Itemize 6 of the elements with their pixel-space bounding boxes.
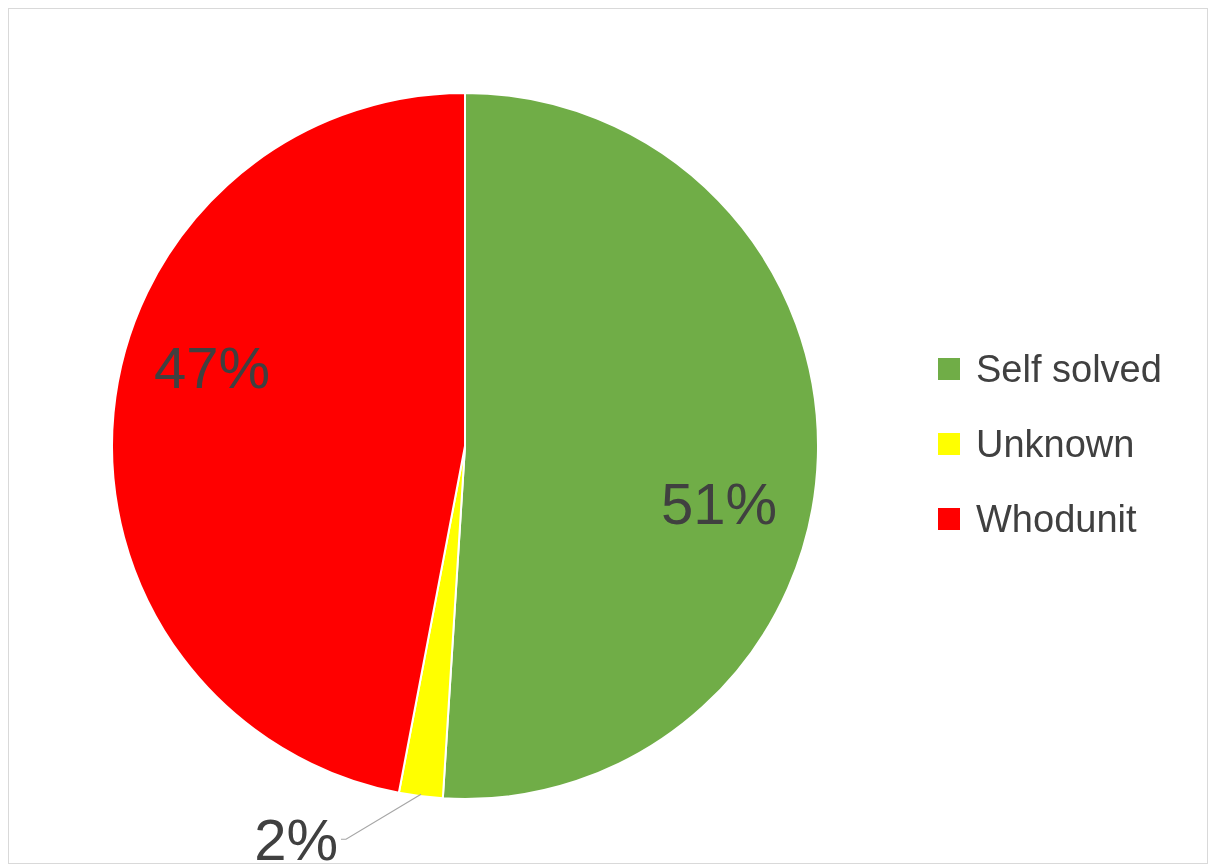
legend-label: Self solved bbox=[976, 348, 1162, 390]
data-label: 51% bbox=[660, 471, 778, 537]
data-label: 47% bbox=[153, 334, 271, 400]
legend-label: Unknown bbox=[976, 423, 1135, 465]
legend-label: Whodunit bbox=[976, 498, 1137, 540]
data-label: 2% bbox=[254, 806, 339, 864]
